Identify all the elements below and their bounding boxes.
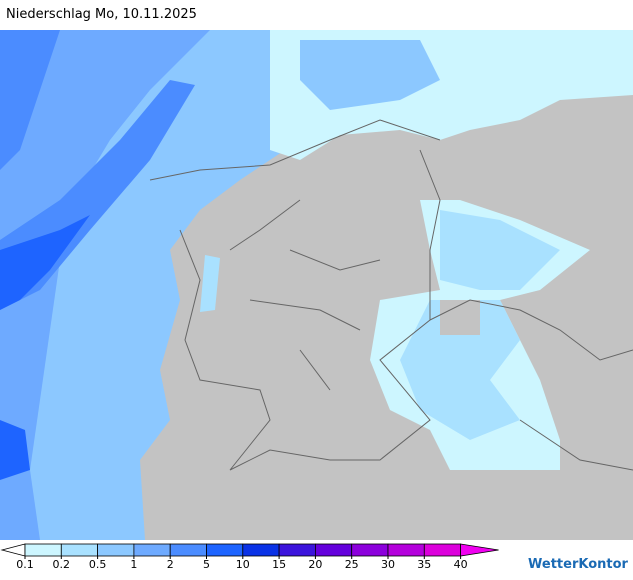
- legend-label: 2: [167, 558, 174, 571]
- legend-label: 0.5: [89, 558, 107, 571]
- legend-label: 1: [130, 558, 137, 571]
- legend-swatch: [314, 543, 353, 557]
- country-border: [179, 149, 441, 471]
- legend-label: 40: [454, 558, 468, 571]
- legend-label: 30: [381, 558, 395, 571]
- legend-swatch: [97, 543, 135, 557]
- legend-label: 0.2: [53, 558, 71, 571]
- map: [0, 30, 633, 540]
- brand-logo: WetterKontor: [528, 557, 629, 572]
- land: [440, 300, 480, 335]
- legend-swatch: [169, 543, 207, 557]
- legend-swatch: [278, 543, 316, 557]
- legend-under: [0, 543, 26, 557]
- precip-area: [200, 255, 220, 312]
- legend-label: 10: [236, 558, 250, 571]
- legend-swatch: [387, 543, 425, 557]
- precip-area: [0, 30, 210, 540]
- legend-swatch: [351, 543, 389, 557]
- coastline: [149, 119, 441, 181]
- legend-label: 0.1: [16, 558, 34, 571]
- country-border: [429, 299, 633, 471]
- borders: [149, 119, 633, 471]
- legend-swatch: [242, 543, 280, 557]
- legend-label: 35: [417, 558, 431, 571]
- legend-label: 15: [272, 558, 286, 571]
- legend-swatch: [60, 543, 98, 557]
- legend-label: 25: [345, 558, 359, 571]
- precip-area: [0, 215, 90, 480]
- legend-swatch: [24, 543, 62, 557]
- legend-swatch: [206, 543, 244, 557]
- legend-label: 20: [308, 558, 322, 571]
- legend-over: [460, 543, 499, 557]
- precip-area: [300, 40, 440, 110]
- legend-label: 5: [203, 558, 210, 571]
- legend-swatch: [133, 543, 171, 557]
- state-border: [229, 199, 381, 391]
- map-title: Niederschlag Mo, 10.11.2025: [6, 7, 197, 22]
- legend-swatch: [423, 543, 461, 557]
- legend: 0.1 0.2 0.5 1 2 5 10 15 20 25 30 35 40: [0, 543, 499, 571]
